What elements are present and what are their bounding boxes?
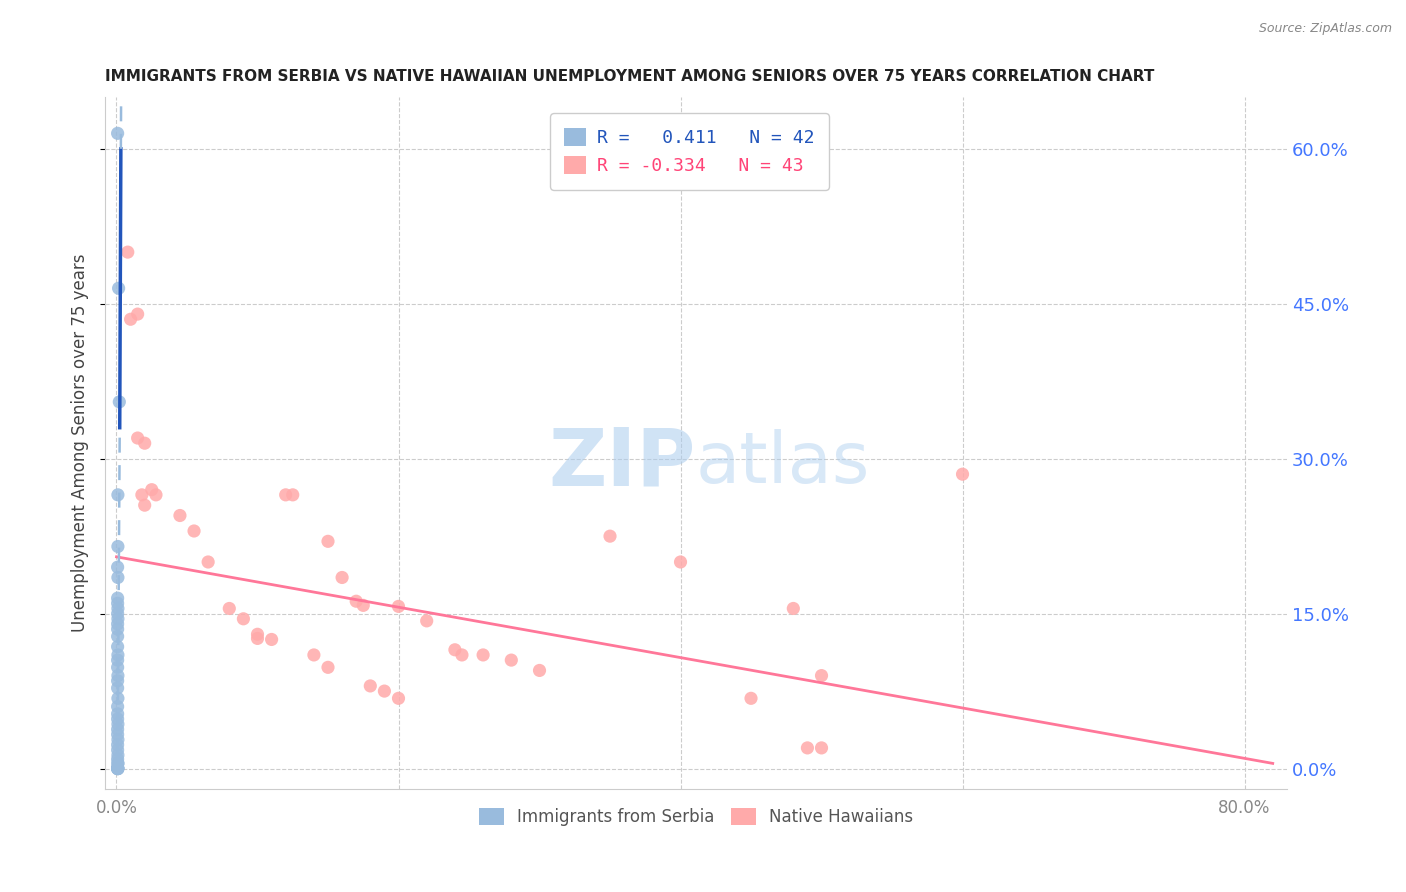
Point [107, 762, 129, 776]
Point [107, 762, 129, 776]
Point [107, 622, 129, 636]
Point [387, 691, 409, 706]
Point [599, 529, 621, 543]
Point [373, 684, 395, 698]
Point [107, 738, 129, 752]
Point [127, 307, 149, 321]
Point [952, 467, 974, 482]
Legend: Immigrants from Serbia, Native Hawaiians: Immigrants from Serbia, Native Hawaiians [472, 801, 920, 833]
Point [107, 596, 129, 610]
Point [131, 488, 153, 502]
Point [281, 488, 304, 502]
Point [169, 508, 191, 523]
Point [302, 648, 325, 662]
Point [117, 245, 139, 260]
Point [330, 570, 353, 584]
Point [107, 699, 129, 714]
Point [107, 762, 129, 776]
Point [134, 498, 156, 512]
Point [107, 653, 129, 667]
Point [359, 679, 381, 693]
Point [107, 717, 129, 731]
Point [107, 601, 129, 615]
Point [183, 524, 205, 538]
Point [472, 648, 495, 662]
Point [107, 281, 129, 295]
Point [444, 642, 467, 657]
Point [387, 599, 409, 614]
Point [352, 599, 374, 613]
Text: atlas: atlas [696, 429, 870, 499]
Point [107, 629, 129, 643]
Point [316, 660, 339, 674]
Point [197, 555, 219, 569]
Point [107, 691, 129, 706]
Point [107, 756, 129, 771]
Point [218, 601, 240, 615]
Text: ZIP: ZIP [548, 425, 696, 503]
Point [810, 740, 832, 755]
Point [107, 706, 129, 721]
Point [127, 431, 149, 445]
Point [107, 617, 129, 632]
Point [107, 681, 129, 695]
Point [810, 668, 832, 682]
Point [107, 762, 129, 776]
Point [107, 760, 129, 774]
Point [107, 607, 129, 621]
Point [246, 632, 269, 646]
Point [107, 591, 129, 606]
Point [415, 614, 437, 628]
Point [782, 601, 804, 615]
Point [107, 723, 129, 737]
Point [107, 762, 129, 776]
Y-axis label: Unemployment Among Seniors over 75 years: Unemployment Among Seniors over 75 years [72, 254, 89, 632]
Point [107, 727, 129, 741]
Point [501, 653, 523, 667]
Point [796, 740, 818, 755]
Point [107, 756, 129, 771]
Point [107, 488, 129, 502]
Point [107, 570, 129, 584]
Point [107, 540, 129, 554]
Point [108, 395, 131, 409]
Point [669, 555, 692, 569]
Point [107, 673, 129, 688]
Point [107, 668, 129, 682]
Point [107, 732, 129, 747]
Point [107, 612, 129, 626]
Point [451, 648, 474, 662]
Point [232, 612, 254, 626]
Point [316, 534, 339, 549]
Point [107, 660, 129, 674]
Point [246, 627, 269, 641]
Text: IMMIGRANTS FROM SERBIA VS NATIVE HAWAIIAN UNEMPLOYMENT AMONG SENIORS OVER 75 YEA: IMMIGRANTS FROM SERBIA VS NATIVE HAWAIIA… [105, 69, 1154, 84]
Point [145, 488, 167, 502]
Point [260, 632, 283, 647]
Point [107, 640, 129, 654]
Point [344, 594, 367, 608]
Point [141, 483, 163, 497]
Point [107, 712, 129, 726]
Point [107, 560, 129, 574]
Point [107, 748, 129, 763]
Point [740, 691, 762, 706]
Point [134, 436, 156, 450]
Point [107, 126, 129, 140]
Point [120, 312, 142, 326]
Point [107, 743, 129, 757]
Point [274, 488, 297, 502]
Text: Source: ZipAtlas.com: Source: ZipAtlas.com [1258, 22, 1392, 36]
Point [107, 648, 129, 662]
Point [529, 664, 551, 678]
Point [107, 752, 129, 766]
